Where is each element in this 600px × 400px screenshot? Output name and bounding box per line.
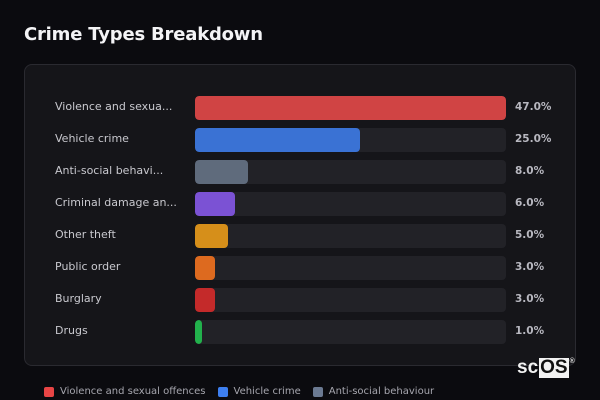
bar-track	[195, 96, 506, 120]
bar-row: Drugs 1.0%	[25, 320, 575, 344]
bar-label: Other theft	[55, 228, 116, 241]
legend-item[interactable]: Violence and sexual offences	[44, 386, 206, 397]
bar-fill[interactable]	[195, 320, 202, 344]
bar-label: Drugs	[55, 324, 88, 337]
bar-label: Violence and sexua...	[55, 100, 173, 113]
registered-mark-icon: ®	[569, 358, 575, 365]
bar-label: Anti-social behavi...	[55, 164, 164, 177]
bar-track	[195, 192, 506, 216]
bar-label: Burglary	[55, 292, 102, 305]
bar-fill[interactable]	[195, 160, 248, 184]
bar-fill[interactable]	[195, 192, 235, 216]
chart-panel: Violence and sexua... 47.0% Vehicle crim…	[24, 64, 576, 366]
bar-value: 3.0%	[515, 261, 545, 273]
chart-legend: Violence and sexual offences Vehicle cri…	[44, 386, 434, 397]
bar-label: Public order	[55, 260, 121, 273]
legend-label: Violence and sexual offences	[60, 386, 206, 397]
bar-track	[195, 288, 506, 312]
bar-value: 8.0%	[515, 165, 545, 177]
bar-row: Anti-social behavi... 8.0%	[25, 160, 575, 184]
bar-row: Violence and sexua... 47.0%	[25, 96, 575, 120]
legend-item[interactable]: Anti-social behaviour	[312, 386, 435, 397]
bar-row: Burglary 3.0%	[25, 288, 575, 312]
legend-label: Vehicle crime	[233, 386, 301, 397]
bar-track	[195, 256, 506, 280]
legend-swatch-icon	[44, 386, 54, 397]
bar-row: Public order 3.0%	[25, 256, 575, 280]
scos-watermark-logo: sc OS ®	[517, 358, 575, 378]
bar-fill[interactable]	[195, 96, 506, 120]
bar-row: Vehicle crime 25.0%	[25, 128, 575, 152]
bar-value: 1.0%	[515, 325, 545, 337]
bar-row: Criminal damage an... 6.0%	[25, 192, 575, 216]
legend-label: Anti-social behaviour	[328, 386, 435, 397]
bar-fill[interactable]	[195, 288, 215, 312]
bar-fill[interactable]	[195, 128, 361, 152]
legend-swatch-icon	[217, 386, 228, 397]
bar-track	[195, 160, 506, 184]
legend-swatch-icon	[312, 386, 323, 397]
bar-value: 5.0%	[515, 229, 545, 241]
bar-label: Vehicle crime	[55, 132, 129, 145]
bar-value: 25.0%	[515, 133, 552, 145]
bar-track	[195, 128, 506, 152]
bar-label: Criminal damage an...	[55, 196, 177, 209]
logo-boxed: OS	[539, 357, 569, 378]
chart-title: Crime Types Breakdown	[24, 24, 263, 45]
legend-item[interactable]: Vehicle crime	[217, 386, 301, 397]
bar-track	[195, 224, 506, 248]
bar-value: 6.0%	[515, 197, 545, 209]
bar-fill[interactable]	[195, 256, 215, 280]
bar-fill[interactable]	[195, 224, 229, 248]
bar-value: 3.0%	[515, 293, 545, 305]
bar-row: Other theft 5.0%	[25, 224, 575, 248]
bar-value: 47.0%	[515, 101, 552, 113]
logo-prefix: sc	[517, 357, 539, 378]
bar-track	[195, 320, 506, 344]
